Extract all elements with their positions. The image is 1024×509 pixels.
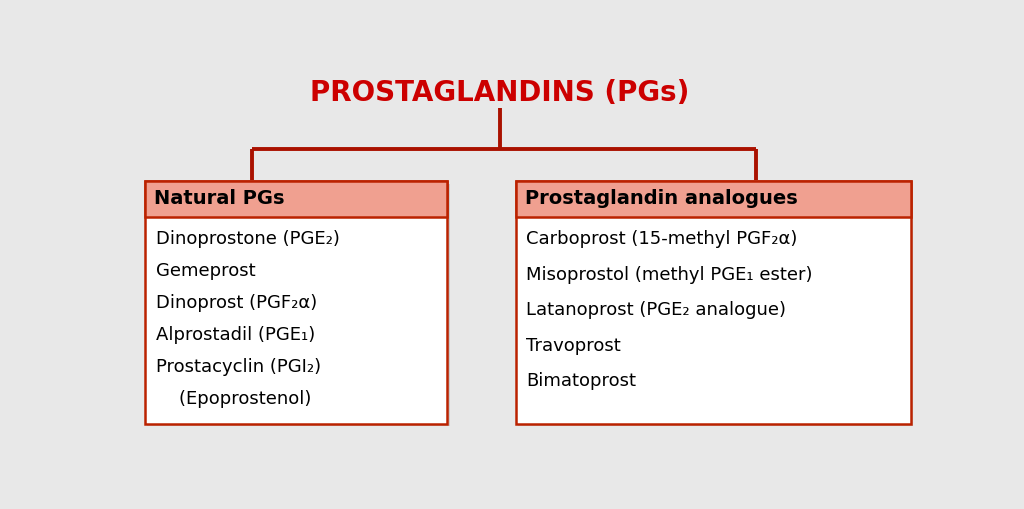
Text: Carboprost (15-methyl PGF₂α): Carboprost (15-methyl PGF₂α) [526,231,798,248]
FancyBboxPatch shape [145,181,447,424]
FancyBboxPatch shape [518,184,913,426]
Text: Natural PGs: Natural PGs [155,189,285,208]
Text: Latanoprost (PGE₂ analogue): Latanoprost (PGE₂ analogue) [526,301,786,319]
Text: Dinoprostone (PGE₂): Dinoprostone (PGE₂) [156,231,340,248]
Text: (Epoprostenol): (Epoprostenol) [156,390,311,408]
FancyBboxPatch shape [145,181,447,217]
Text: PROSTAGLANDINS (PGs): PROSTAGLANDINS (PGs) [310,79,690,107]
Text: Prostaglandin analogues: Prostaglandin analogues [524,189,798,208]
Text: Travoprost: Travoprost [526,337,622,355]
Text: Gemeprost: Gemeprost [156,263,256,280]
FancyBboxPatch shape [147,184,450,426]
FancyBboxPatch shape [515,181,910,424]
Text: Dinoprost (PGF₂α): Dinoprost (PGF₂α) [156,294,317,313]
FancyBboxPatch shape [515,181,910,217]
Text: Misoprostol (methyl PGE₁ ester): Misoprostol (methyl PGE₁ ester) [526,266,813,284]
Text: Alprostadil (PGE₁): Alprostadil (PGE₁) [156,326,315,345]
Text: Bimatoprost: Bimatoprost [526,372,636,390]
Text: Prostacyclin (PGI₂): Prostacyclin (PGI₂) [156,358,322,376]
